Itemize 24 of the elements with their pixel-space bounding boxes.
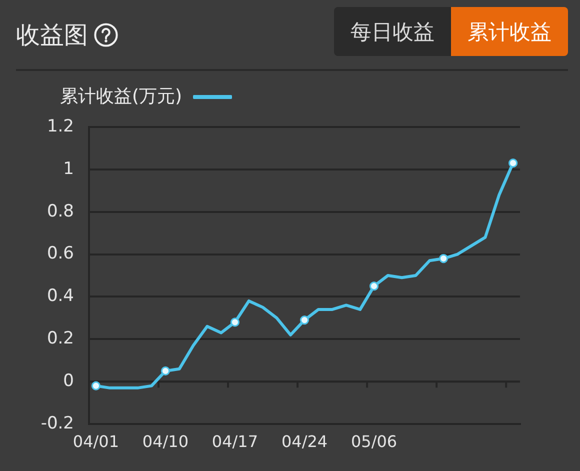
y-tick-label: 0.6 (46, 244, 74, 264)
x-tick-label: 04/24 (281, 432, 328, 451)
x-tick-label: 04/10 (142, 432, 189, 451)
legend-label: 累计收益(万元) (60, 85, 182, 109)
tab-button: 累计收益 (451, 7, 568, 56)
tab-button: 每日收益 (334, 7, 451, 56)
point (300, 316, 310, 325)
point (230, 318, 240, 327)
x-tick-label: 04/01 (72, 432, 120, 451)
y-tick-label: 0.2 (46, 328, 74, 349)
y-tick-label: 0 (63, 370, 74, 391)
y-tick-label: 1.2 (46, 116, 74, 136)
y-tick-label: 0.4 (46, 286, 74, 306)
point (508, 158, 518, 168)
y-tick-label: -0.2 (40, 413, 74, 434)
point (91, 381, 100, 390)
point (438, 254, 448, 264)
point (160, 366, 170, 376)
point (369, 282, 379, 291)
y-tick-label: 1 (63, 158, 74, 179)
x-tick-label: 05/06 (350, 432, 398, 451)
chart-title: 收益图 (16, 20, 88, 50)
x-tick-label: 04/17 (212, 432, 258, 451)
y-tick-label: 0.8 (46, 201, 74, 222)
